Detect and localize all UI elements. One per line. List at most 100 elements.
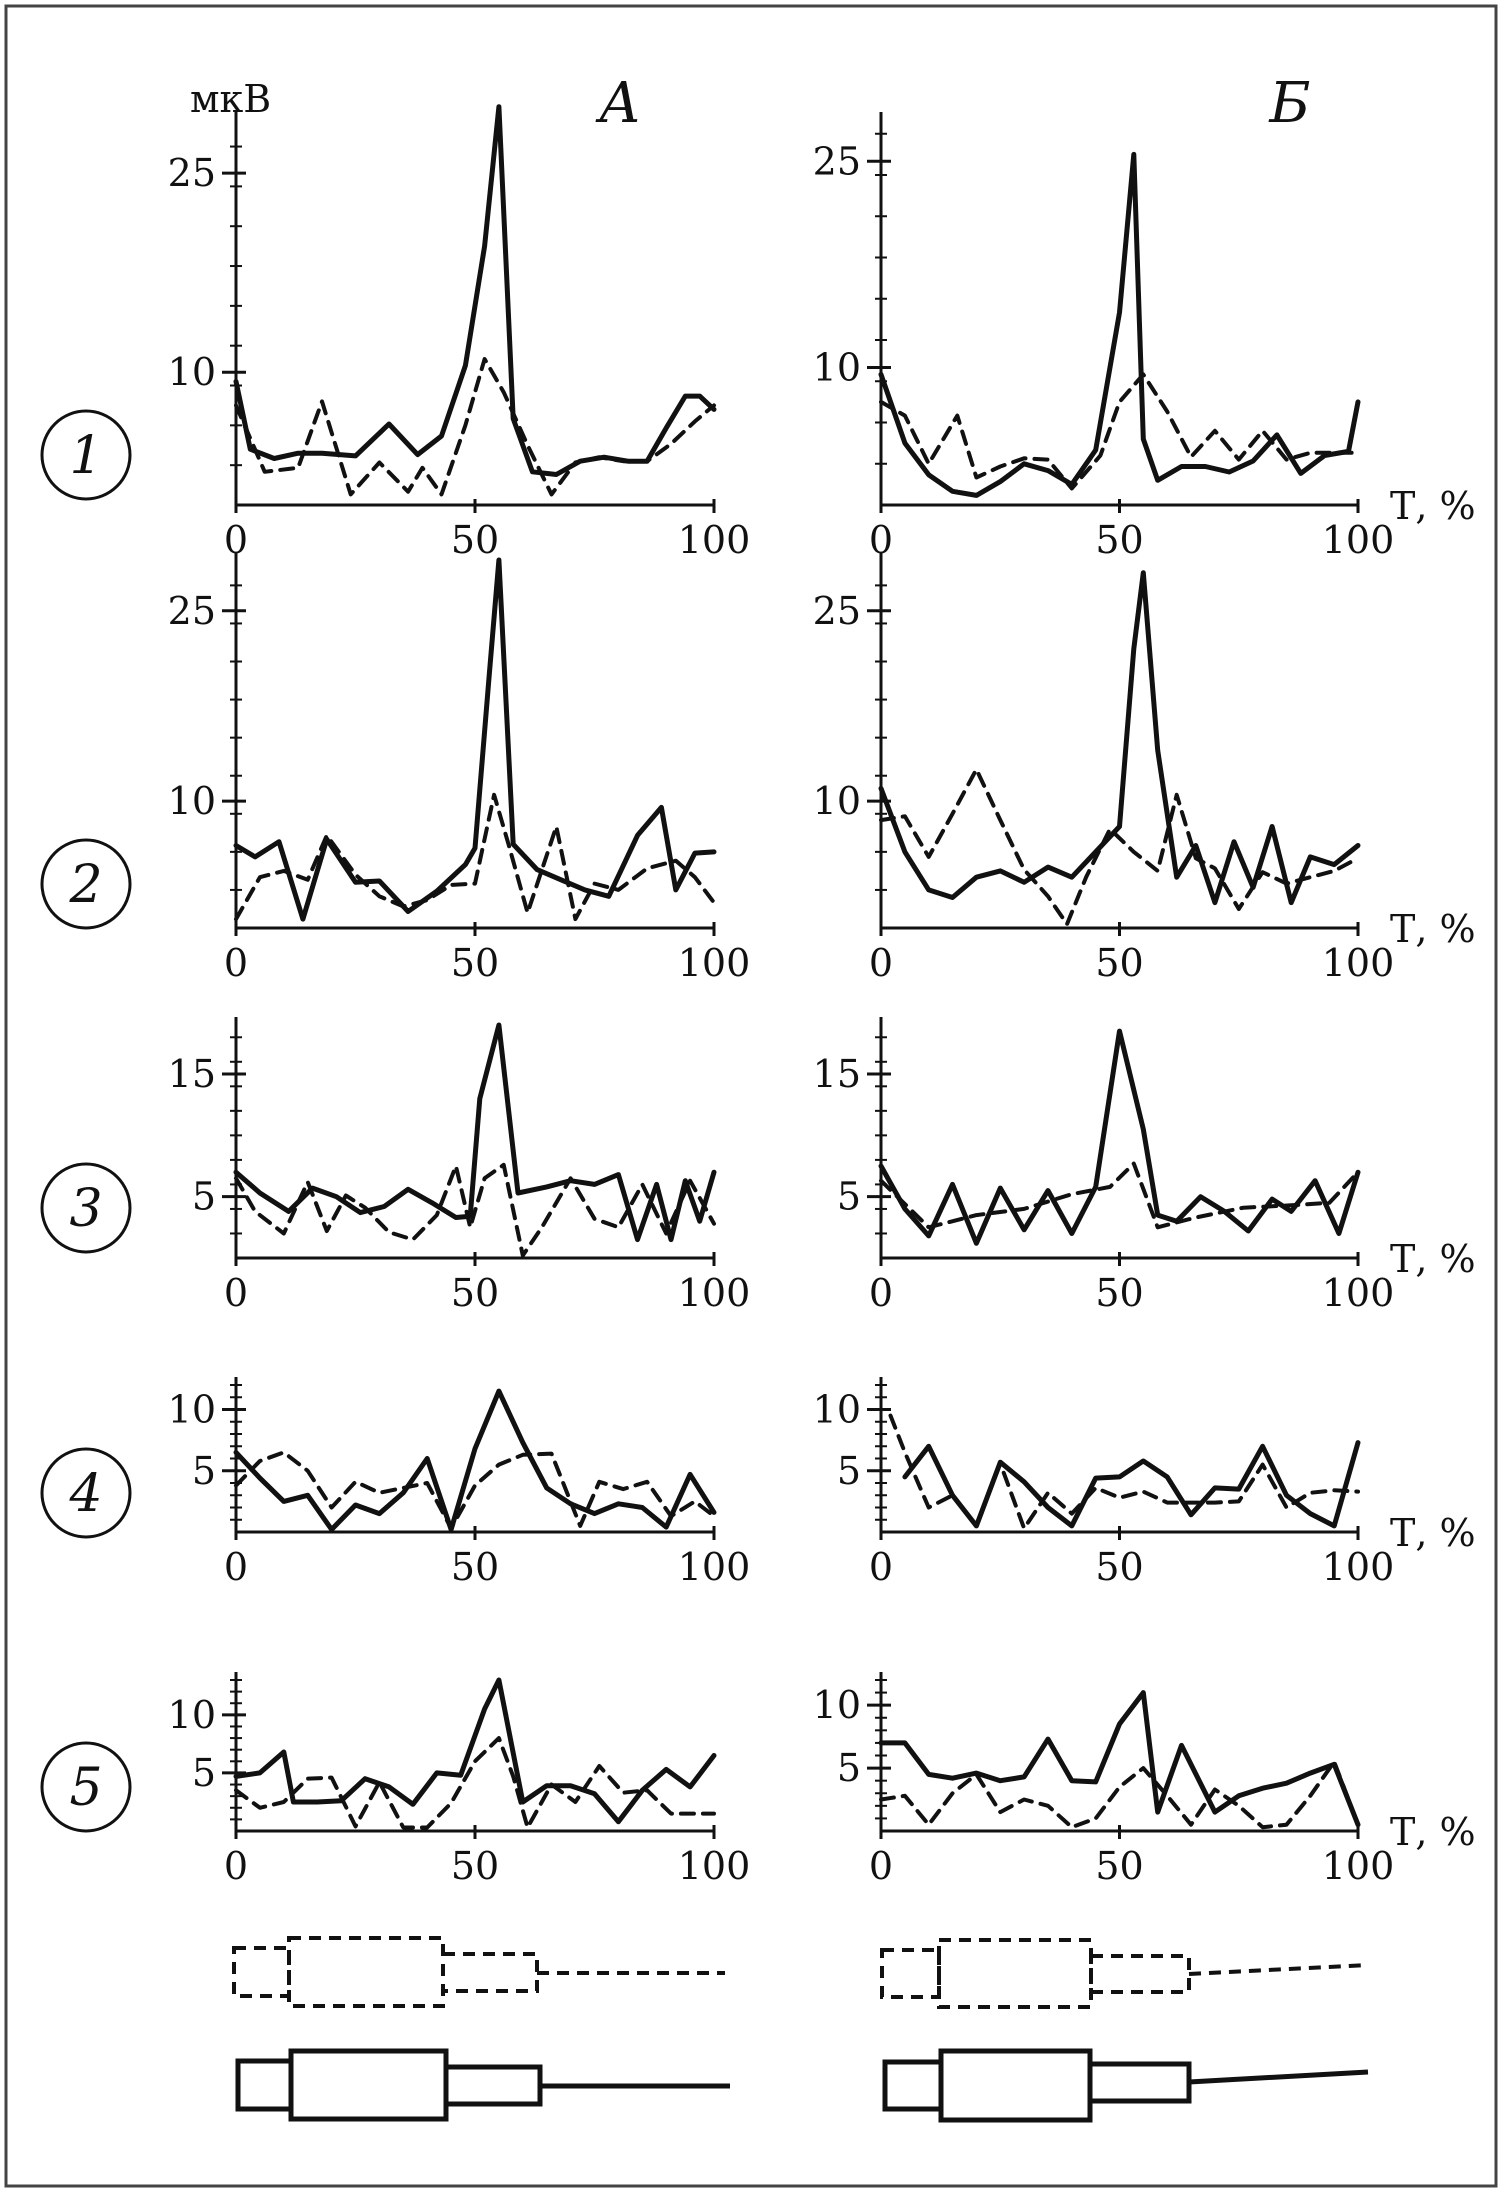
- series-dashed: [879, 1161, 1360, 1230]
- row-labels: 1 2 3 4 5: [40, 409, 132, 1833]
- x-tick-label: 50: [451, 941, 499, 985]
- row-label-circle: [40, 1162, 132, 1254]
- x-tick-label: 0: [869, 1545, 893, 1589]
- y-tick-label: 10: [813, 346, 861, 390]
- series-solid: [233, 557, 717, 922]
- series-solid: [233, 104, 717, 477]
- row-label-1: 1: [40, 409, 132, 501]
- x-tick-label: 100: [1322, 1545, 1395, 1589]
- x-tick-label: 0: [869, 1271, 893, 1315]
- series-solid: [878, 1028, 1361, 1246]
- x-tick-label: 50: [451, 518, 499, 562]
- x-tick-label: 0: [224, 1545, 248, 1589]
- x-tick-label: 100: [1322, 1271, 1395, 1315]
- x-tick-label: 100: [1322, 1844, 1395, 1888]
- series-solid: [878, 1690, 1361, 1828]
- series-solid: [233, 1388, 717, 1532]
- x-tick-label: 100: [1322, 941, 1395, 985]
- x-tick-label: 0: [224, 1271, 248, 1315]
- y-tick-label: 5: [837, 1449, 861, 1493]
- row-label-text: 4: [68, 1464, 102, 1524]
- row-label-circle: [40, 1741, 132, 1833]
- y-tick-label: 10: [813, 1683, 861, 1727]
- row-label-text: 3: [69, 1179, 102, 1239]
- x-tick-label: 50: [1095, 1271, 1143, 1315]
- series-dashed: [234, 357, 716, 497]
- y-tick-label: 5: [837, 1175, 861, 1219]
- x-axis-label: Т, %: [1390, 1237, 1476, 1281]
- y-tick-label: 15: [168, 1052, 216, 1096]
- x-tick-label: 0: [869, 941, 893, 985]
- x-axis-label: Т, %: [1390, 907, 1476, 951]
- x-tick-label: 100: [678, 518, 751, 562]
- x-tick-label: 100: [678, 1844, 751, 1888]
- row-label-circle: [40, 1447, 132, 1539]
- y-tick-label: 5: [192, 1449, 216, 1493]
- series-dashed: [888, 1413, 1360, 1531]
- schematic-a-solid: [235, 2048, 730, 2122]
- column-title-b: Б: [1268, 71, 1310, 136]
- row-label-circle: [40, 838, 132, 930]
- series-dashed: [879, 767, 1360, 927]
- x-tick-label: 50: [1095, 1844, 1143, 1888]
- y-tick-label: 5: [192, 1751, 216, 1795]
- y-tick-label: 10: [168, 350, 216, 394]
- series-solid: [233, 1677, 717, 1825]
- y-tick-label: 10: [813, 779, 861, 823]
- y-tick-label: 10: [813, 1388, 861, 1432]
- row-label-text: 2: [68, 855, 102, 915]
- legend-schematics: [232, 1936, 1369, 2123]
- series-dashed: [879, 372, 1360, 491]
- x-tick-label: 50: [1095, 1545, 1143, 1589]
- x-axis-label: Т, %: [1390, 1511, 1476, 1555]
- x-tick-label: 0: [224, 941, 248, 985]
- y-tick-label: 25: [168, 589, 216, 633]
- column-title-a: А: [595, 71, 641, 136]
- y-unit-label: мкВ: [190, 77, 271, 121]
- x-axis-label: Т, %: [1390, 1810, 1476, 1854]
- row-label-2: 2: [40, 838, 132, 930]
- x-tick-label: 100: [1322, 518, 1395, 562]
- x-tick-label: 50: [451, 1271, 499, 1315]
- series-dashed: [234, 1450, 716, 1531]
- y-tick-label: 25: [168, 151, 216, 195]
- y-tick-label: 10: [168, 779, 216, 823]
- row-label-5: 5: [40, 1741, 132, 1833]
- y-tick-label: 10: [168, 1693, 216, 1737]
- series-solid: [878, 570, 1361, 906]
- y-tick-label: 5: [837, 1746, 861, 1790]
- row-label-text: 1: [69, 426, 102, 486]
- series-solid: [878, 151, 1361, 498]
- panel-3А: 5 15 0 50 100: [168, 1017, 751, 1315]
- x-tick-label: 0: [869, 1844, 893, 1888]
- y-tick-label: 25: [813, 139, 861, 183]
- x-tick-label: 100: [678, 1271, 751, 1315]
- x-tick-label: 50: [1095, 518, 1143, 562]
- series-dashed: [234, 792, 716, 922]
- series-dashed: [879, 1759, 1360, 1830]
- y-tick-label: 10: [168, 1388, 216, 1432]
- y-tick-label: 15: [813, 1052, 861, 1096]
- x-tick-label: 100: [678, 1545, 751, 1589]
- row-label-3: 3: [40, 1162, 132, 1254]
- x-tick-label: 50: [1095, 941, 1143, 985]
- y-tick-label: 5: [192, 1175, 216, 1219]
- schematic-b-dashed: [880, 1938, 1369, 2009]
- schematic-a-dashed: [232, 1936, 725, 2008]
- x-tick-label: 100: [678, 941, 751, 985]
- schematic-b-solid: [882, 2048, 1369, 2123]
- series-dashed: [234, 1736, 716, 1830]
- x-tick-label: 50: [451, 1844, 499, 1888]
- x-tick-label: 50: [451, 1545, 499, 1589]
- row-label-4: 4: [40, 1447, 132, 1539]
- row-label-circle: [40, 409, 132, 501]
- figure-frame: [4, 4, 1498, 2188]
